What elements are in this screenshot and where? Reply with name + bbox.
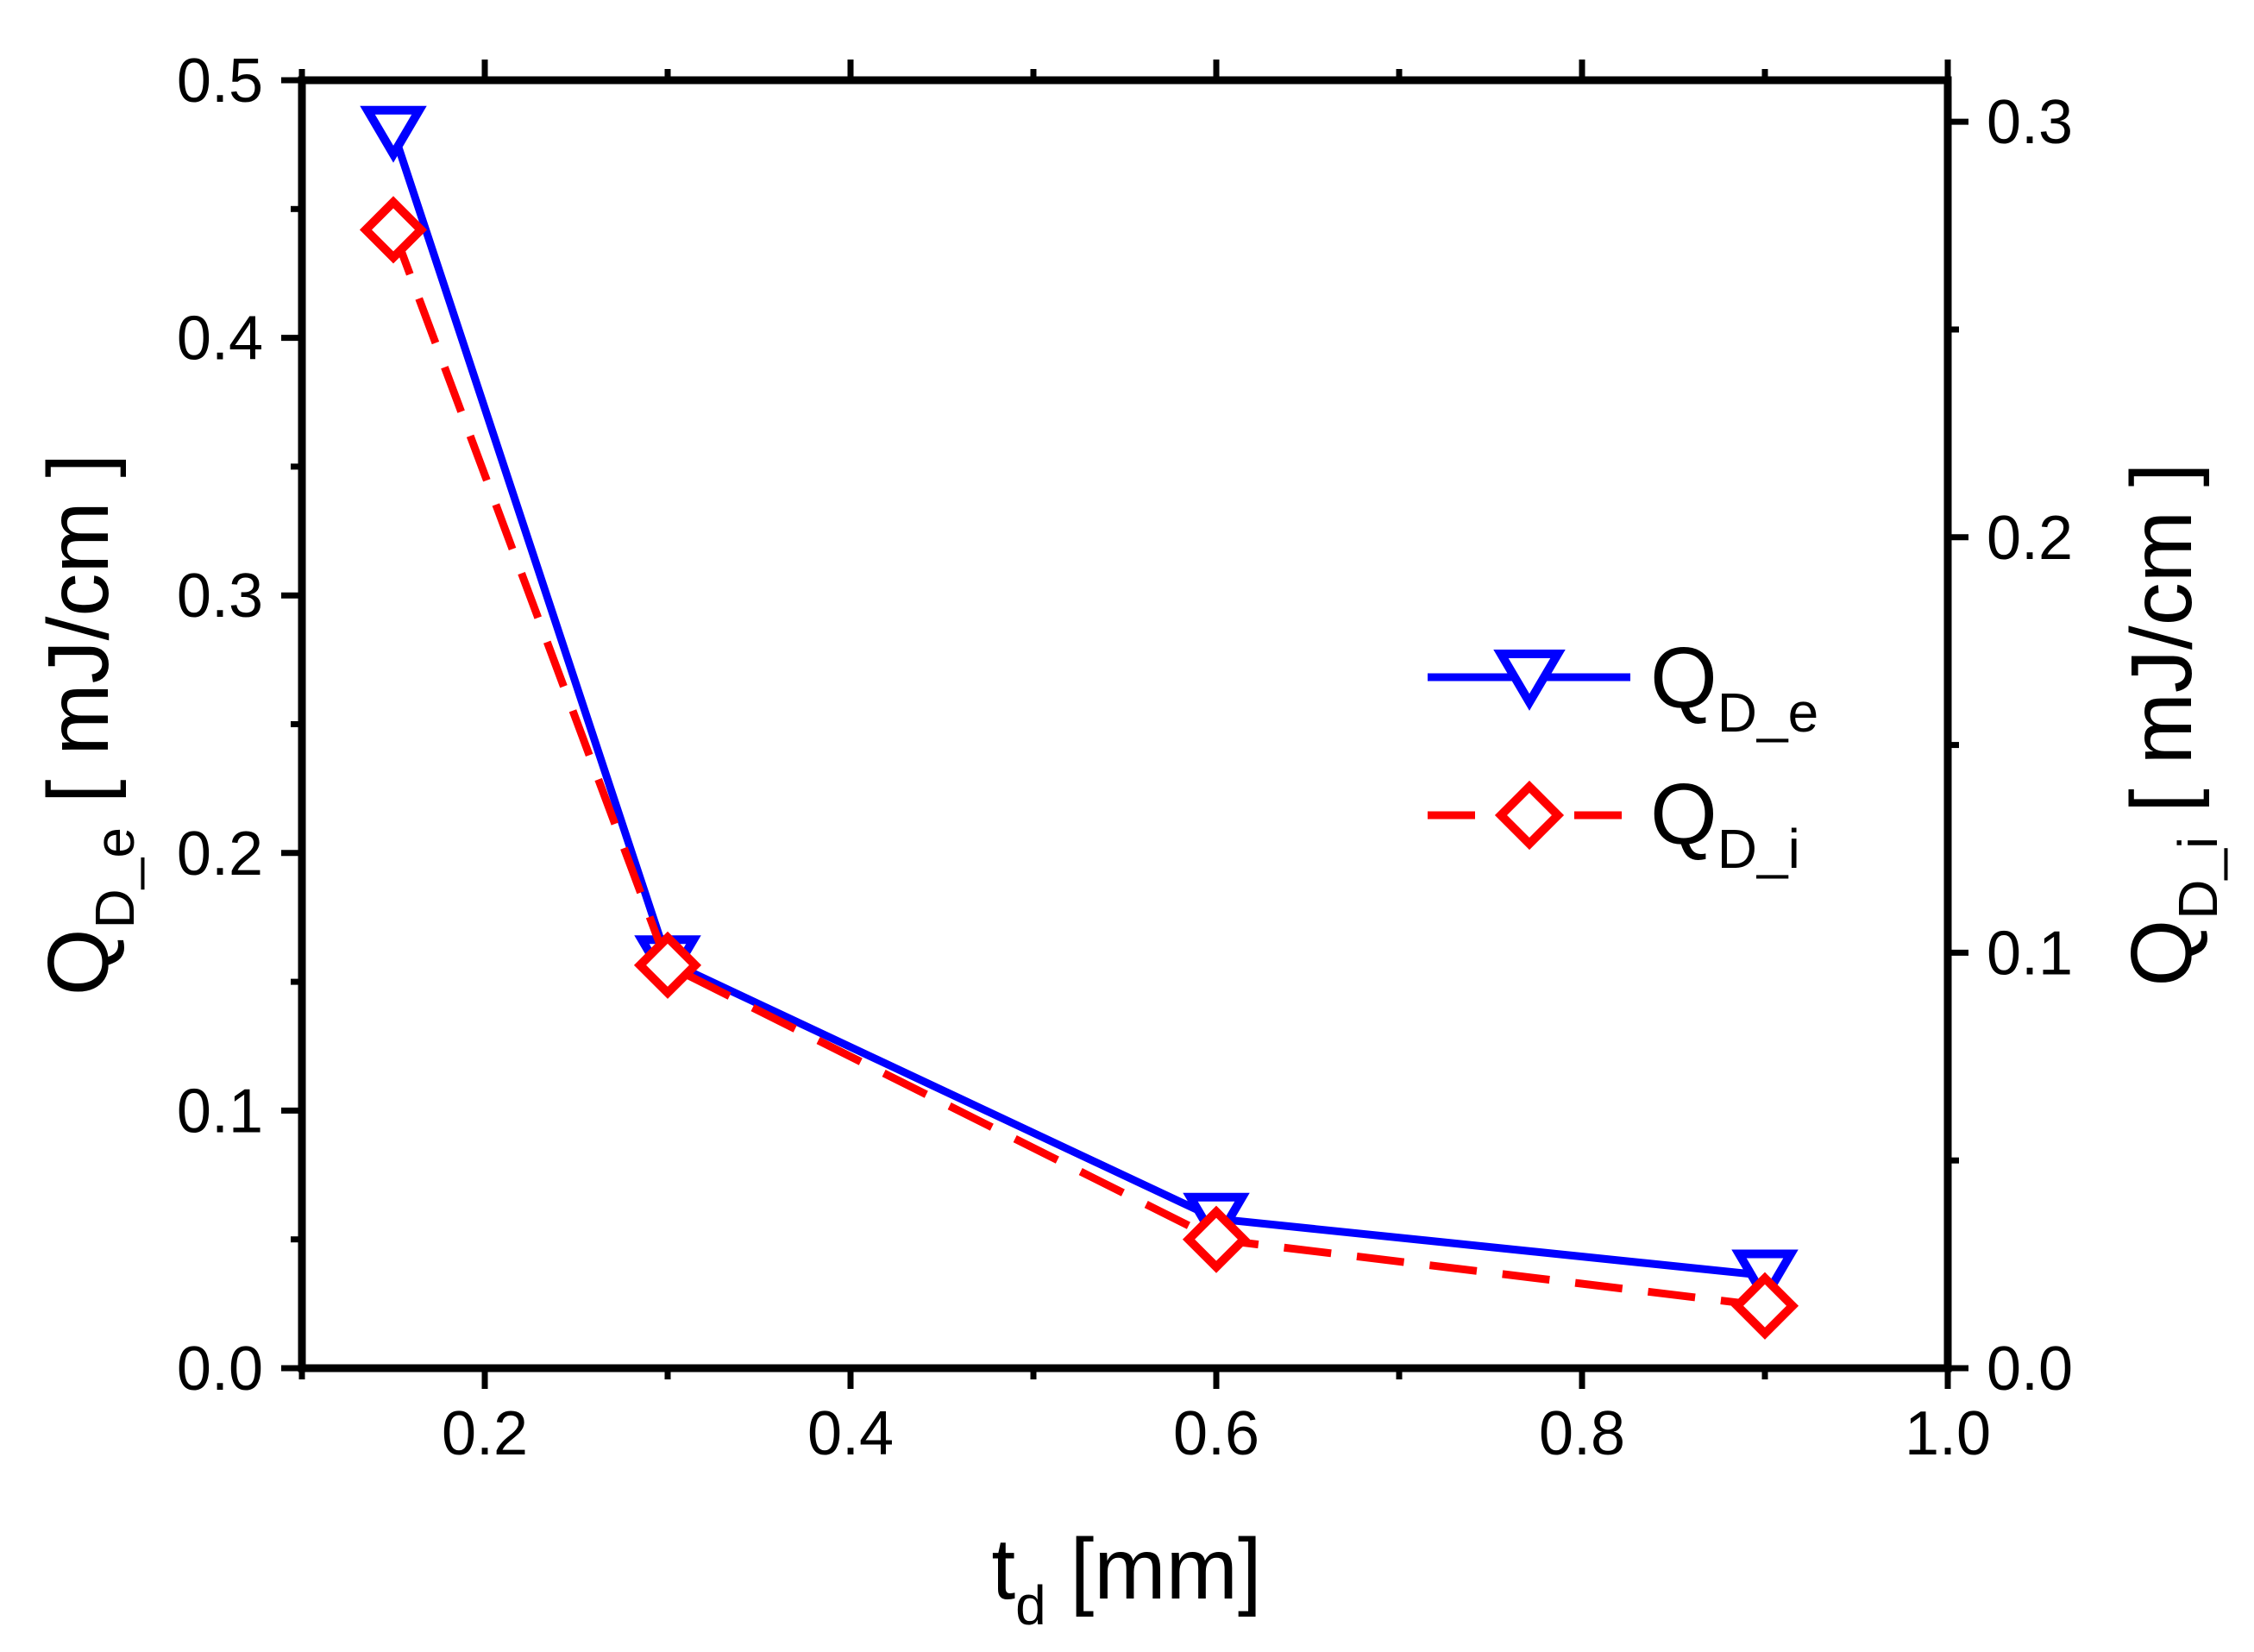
y-axis-left-title-unit: [ mJ/cm ]	[30, 454, 127, 827]
series-line-q-d-i	[389, 228, 1766, 1310]
legend-label-q-d-e: QD_e	[1650, 630, 1818, 744]
plot-frame	[298, 76, 1952, 1372]
legend-marker-diamond-icon	[1494, 780, 1565, 851]
y-left-tick-label: 0.2	[177, 820, 263, 889]
legend-label-q-d-i-sub: D_i	[1717, 818, 1800, 880]
y-axis-right-title-sub: D_i	[2167, 837, 2229, 920]
x-axis-title: td [mm]	[991, 1521, 1261, 1636]
data-point-triangle	[360, 105, 427, 163]
y-right-tick-label: 0.3	[1987, 88, 2073, 157]
y-right-tick-label: 0.0	[1987, 1335, 2073, 1404]
legend: QD_e QD_i	[1428, 630, 1818, 880]
y-axis-left-title: QD_e [ mJ/cm ]	[30, 454, 146, 996]
y-axis-right-title-main: Q	[2113, 920, 2210, 987]
x-tick-label: 0.4	[807, 1399, 894, 1468]
y-axis-right-title-unit: [ mJ/cm ]	[2113, 462, 2210, 836]
x-tick-label: 0.8	[1539, 1399, 1625, 1468]
data-point-diamond	[1730, 1272, 1799, 1340]
legend-label-q-d-i: QD_i	[1650, 766, 1800, 880]
legend-marker-triangle-icon	[1493, 650, 1566, 711]
y-right-tick-label: 0.2	[1987, 504, 2073, 573]
y-left-tick-label: 0.4	[177, 305, 263, 374]
x-tick-label: 0.2	[442, 1399, 528, 1468]
y-axis-left-title-sub: D_e	[84, 827, 146, 928]
legend-label-q-d-e-main: Q	[1650, 630, 1717, 726]
data-point-diamond	[359, 196, 428, 264]
series-layer	[359, 105, 1799, 1340]
legend-label-q-d-i-main: Q	[1650, 766, 1717, 863]
x-tick-label: 1.0	[1905, 1399, 1991, 1468]
x-axis-title-sub: d	[1015, 1574, 1046, 1636]
ticks-layer: 0.2 0.4 0.6 0.8 1.00.00.10.20.30.40.50.00.10…	[177, 47, 2073, 1468]
x-tick-label: 0.6	[1173, 1399, 1259, 1468]
series-line-q-d-e	[389, 130, 1766, 1279]
y-left-tick-label: 0.0	[177, 1335, 263, 1404]
y-right-tick-label: 0.1	[1987, 919, 2073, 988]
y-left-tick-label: 0.1	[177, 1077, 263, 1146]
x-axis-title-unit: [mm]	[1046, 1521, 1262, 1617]
data-point-diamond	[1182, 1205, 1251, 1273]
data-point-diamond	[633, 931, 702, 999]
legend-label-q-d-e-sub: D_e	[1717, 682, 1818, 744]
y-left-tick-label: 0.5	[177, 47, 263, 116]
y-axis-right-title: QD_i [ mJ/cm ]	[2113, 462, 2229, 986]
x-axis-title-main: t	[991, 1521, 1015, 1617]
y-axis-left-title-main: Q	[30, 928, 127, 996]
y-left-tick-label: 0.3	[177, 562, 263, 631]
